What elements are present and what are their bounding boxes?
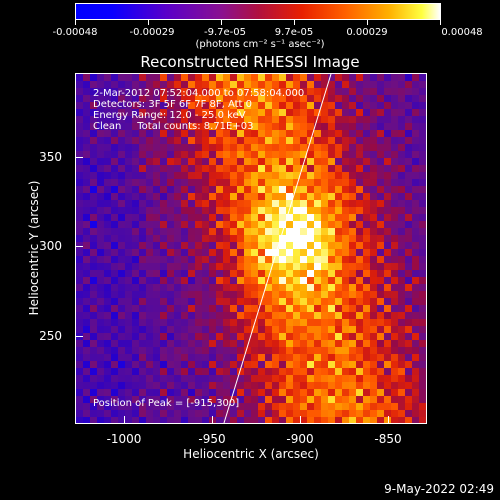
plot-title: Reconstructed RHESSI Image	[140, 53, 360, 71]
colorbar-tickmark	[221, 20, 222, 25]
colorbar-tickmark	[367, 20, 368, 25]
y-tick-mark	[75, 336, 83, 337]
info-clean: Clean Total counts: 8.71E+03	[93, 121, 254, 132]
y-tick-label: 350	[39, 150, 62, 164]
heatmap-image	[76, 74, 426, 423]
x-tick-label: -1000	[106, 432, 142, 446]
colorbar-tick-label: -0.00048	[52, 27, 98, 38]
x-tick-mark	[212, 416, 213, 424]
colorbar-units: (photons cm⁻² s⁻¹ asec⁻²)	[195, 39, 325, 50]
info-detectors: Detectors: 3F 5F 6F 7F 8F, Att 0	[93, 99, 253, 110]
x-tick-label: -850	[374, 432, 402, 446]
colorbar-tickmark	[75, 20, 76, 25]
x-tick-mark	[124, 416, 125, 424]
image-panel	[75, 73, 427, 424]
colorbar-tickmark	[294, 20, 295, 25]
x-tick-mark	[388, 416, 389, 424]
colorbar-tick-label: 9.7e-05	[274, 27, 314, 38]
colorbar-tickmark	[148, 20, 149, 25]
x-tick-mark	[300, 416, 301, 424]
colorbar-tick-label: -0.00029	[129, 27, 175, 38]
colorbar-tick-label: -9.7e-05	[204, 27, 246, 38]
colorbar-tickmark	[440, 20, 441, 25]
x-tick-label: -900	[286, 432, 314, 446]
colorbar-tick-label: 0.00048	[441, 27, 483, 38]
info-peak: Position of Peak = [-915,300]	[93, 398, 240, 409]
y-tick-label: 300	[39, 239, 62, 253]
colorbar	[75, 3, 441, 20]
info-time: 2-Mar-2012 07:52:04.000 to 07:58:04.000	[93, 88, 305, 99]
y-tick-label: 250	[39, 329, 62, 343]
y-axis-label: Heliocentric Y (arcsec)	[27, 180, 41, 316]
x-tick-label: -950	[198, 432, 226, 446]
x-axis-label: Heliocentric X (arcsec)	[183, 447, 319, 461]
y-tick-mark	[75, 246, 83, 247]
colorbar-tick-label: 0.00029	[346, 27, 388, 38]
footer-timestamp: 9-May-2022 02:49	[384, 482, 494, 496]
solar-limb-line	[223, 74, 332, 423]
y-tick-mark	[75, 157, 83, 158]
info-energy: Energy Range: 12.0 - 25.0 keV	[93, 110, 246, 121]
